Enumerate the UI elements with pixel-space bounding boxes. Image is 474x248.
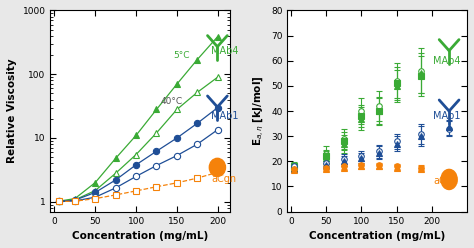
- Y-axis label: Relative Viscosity: Relative Viscosity: [7, 59, 17, 163]
- Text: aCgn: aCgn: [211, 174, 237, 184]
- Ellipse shape: [210, 158, 226, 176]
- Text: MAb4: MAb4: [433, 56, 461, 66]
- Text: MAb1: MAb1: [433, 111, 461, 121]
- Text: aCgn: aCgn: [433, 177, 458, 186]
- Text: 40°C: 40°C: [161, 96, 182, 105]
- Text: MAb4: MAb4: [211, 46, 239, 56]
- Y-axis label: E$_{a,\eta}$ [kJ/mol]: E$_{a,\eta}$ [kJ/mol]: [251, 76, 265, 146]
- Ellipse shape: [441, 169, 457, 189]
- Text: 5°C: 5°C: [173, 51, 189, 60]
- X-axis label: Concentration (mg/mL): Concentration (mg/mL): [72, 231, 208, 241]
- Text: MAb1: MAb1: [211, 111, 239, 121]
- X-axis label: Concentration (mg/mL): Concentration (mg/mL): [309, 231, 446, 241]
